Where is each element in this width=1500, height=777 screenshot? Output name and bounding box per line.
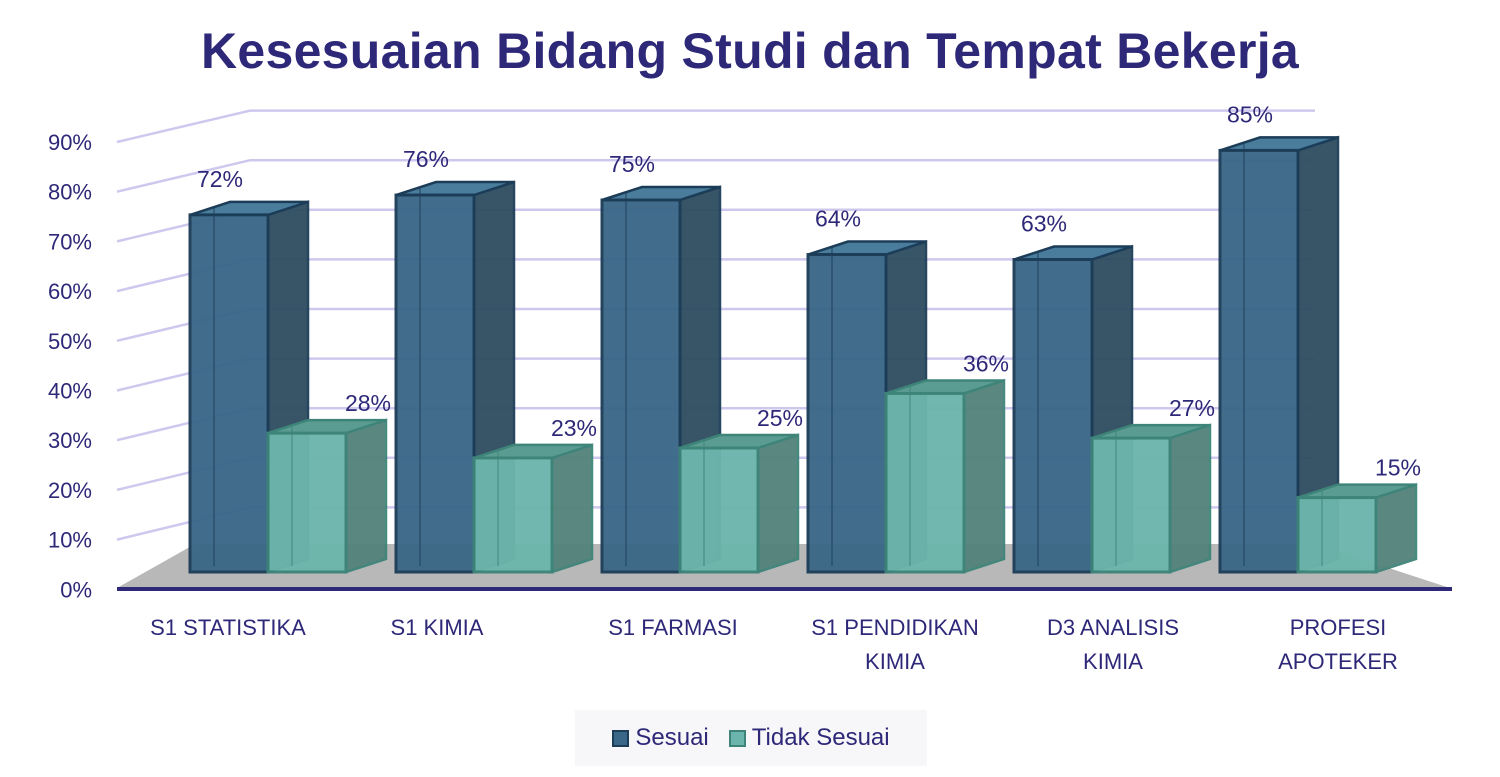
y-tick-label: 70% bbox=[48, 229, 92, 254]
x-axis-label-line: KIMIA bbox=[1083, 649, 1143, 674]
x-axis-label-line: S1 STATISTIKA bbox=[150, 615, 306, 640]
data-label: 72% bbox=[197, 166, 243, 192]
data-label: 63% bbox=[1021, 211, 1067, 237]
data-label: 64% bbox=[815, 206, 861, 232]
y-tick-label: 20% bbox=[48, 478, 92, 503]
data-label: 15% bbox=[1375, 455, 1421, 481]
data-labels: 72% 76% 75% 64% 63% 85% 28% 23% 25% 36% 27% 15% bbox=[197, 101, 1421, 480]
y-tick-label: 0% bbox=[60, 577, 92, 602]
bar-tidak-sesuai[interactable] bbox=[884, 378, 1006, 574]
y-tick-label: 50% bbox=[48, 329, 92, 354]
data-label: 27% bbox=[1169, 395, 1215, 421]
legend-label: Sesuai bbox=[635, 724, 709, 751]
x-axis-label: D3 ANALISIS KIMIA bbox=[1013, 611, 1213, 679]
y-tick-label: 90% bbox=[48, 130, 92, 155]
legend-item-tidak-sesuai[interactable]: Tidak Sesuai bbox=[728, 724, 890, 752]
x-axis-label-line: PROFESI bbox=[1289, 615, 1387, 640]
y-tick-label: 60% bbox=[48, 279, 92, 304]
data-label: 23% bbox=[551, 415, 597, 441]
data-label: 28% bbox=[345, 390, 391, 416]
bar-tidak-sesuai[interactable] bbox=[1090, 423, 1212, 574]
x-axis-label: PROFESI APOTEKER bbox=[1238, 611, 1438, 679]
bar-series bbox=[188, 135, 1418, 574]
bar-tidak-sesuai[interactable] bbox=[266, 418, 388, 574]
x-axis-label: S1 FARMASI bbox=[573, 611, 773, 645]
x-axis-label-line: APOTEKER bbox=[1278, 649, 1398, 674]
bar-tidak-sesuai[interactable] bbox=[678, 433, 800, 574]
x-axis-label-line: D3 ANALISIS bbox=[1046, 615, 1180, 640]
x-axis-label: S1 STATISTIKA bbox=[128, 611, 328, 645]
data-label: 76% bbox=[403, 146, 449, 172]
data-label: 36% bbox=[963, 350, 1009, 376]
y-axis: 0% 10% 20% 30% 40% 50% 60% 70% 80% 90% bbox=[48, 130, 92, 602]
x-axis-label-line: KIMIA bbox=[865, 649, 925, 674]
legend-item-sesuai[interactable]: Sesuai bbox=[612, 724, 709, 752]
y-tick-label: 40% bbox=[48, 379, 92, 404]
chart-title: Kesesuaian Bidang Studi dan Tempat Beker… bbox=[200, 23, 1300, 79]
x-axis-label: S1 PENDIDIKAN KIMIA bbox=[795, 611, 995, 679]
x-axis-label: S1 KIMIA bbox=[337, 611, 537, 645]
bar-sesuai[interactable] bbox=[1218, 135, 1340, 574]
y-tick-label: 10% bbox=[48, 528, 92, 553]
data-label: 25% bbox=[757, 405, 803, 431]
data-label: 85% bbox=[1227, 101, 1273, 127]
y-tick-label: 30% bbox=[48, 428, 92, 453]
x-axis-label-line: S1 PENDIDIKAN bbox=[811, 615, 979, 640]
bar-tidak-sesuai[interactable] bbox=[472, 443, 594, 574]
chart-legend: Sesuai Tidak Sesuai bbox=[575, 710, 927, 766]
legend-swatch-tidak-sesuai-icon bbox=[728, 729, 746, 747]
legend-swatch-sesuai-icon bbox=[612, 729, 630, 747]
y-tick-label: 80% bbox=[48, 180, 92, 205]
x-axis-label-line: S1 FARMASI bbox=[608, 615, 738, 640]
data-label: 75% bbox=[609, 151, 655, 177]
x-axis-label-line: S1 KIMIA bbox=[390, 615, 484, 640]
legend-label: Tidak Sesuai bbox=[751, 724, 890, 751]
bar-tidak-sesuai[interactable] bbox=[1296, 482, 1418, 574]
